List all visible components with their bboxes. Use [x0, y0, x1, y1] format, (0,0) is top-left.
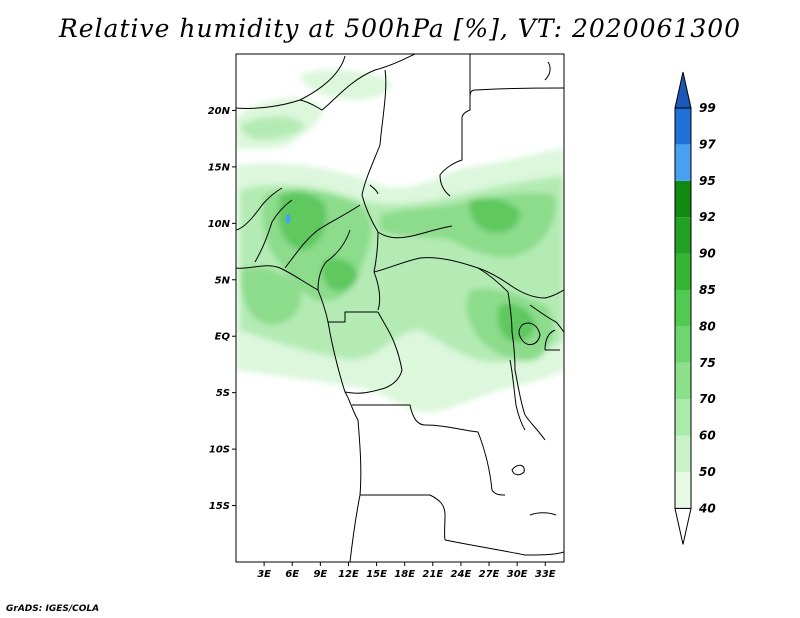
humidity-area-strong: [240, 266, 301, 325]
border: [299, 54, 416, 111]
map-title: Relative humidity at 500hPa [%], VT: 202…: [58, 14, 742, 43]
lat-tick-label: EQ: [215, 332, 231, 343]
colorbar-swatch: [675, 399, 691, 436]
colorbar-swatch: [675, 180, 691, 218]
border: [439, 54, 471, 197]
border: [469, 87, 564, 97]
lon-tick-label: 6E: [285, 569, 299, 580]
lon-tick-label: 15E: [366, 569, 387, 580]
border: [317, 229, 351, 291]
humidity-area-light: [300, 69, 391, 100]
border: [529, 304, 564, 333]
humidity-peak-spot: [285, 214, 291, 224]
border: [284, 204, 361, 269]
lake: [511, 464, 525, 476]
lon-tick-label: 33E: [535, 569, 556, 580]
lon-tick-label: 30E: [507, 569, 528, 580]
border: [377, 311, 403, 371]
colorbar-swatch: [675, 362, 691, 400]
credit-label: GrADS: IGES/COLA: [6, 604, 100, 614]
colorbar-swatch: [675, 217, 691, 254]
border: [477, 267, 564, 299]
lon-tick-label: 21E: [422, 569, 443, 580]
border: [344, 369, 403, 394]
latitude-axis: 20N 15N 10N 5N EQ 5S 10S 15S: [208, 106, 236, 512]
colorbar-arrow-high: [674, 71, 692, 109]
colorbar-label: 80: [699, 319, 716, 333]
border: [254, 199, 293, 263]
colorbar-label: 85: [699, 283, 716, 297]
border: [361, 69, 387, 196]
lat-tick-label: 20N: [208, 106, 231, 117]
map-frame: [235, 53, 565, 563]
coastline: [529, 512, 557, 516]
colorbar-label: 92: [699, 210, 716, 224]
lake: [509, 359, 526, 431]
humidity-area-dark: [322, 258, 358, 292]
lon-tick-label: 9E: [313, 569, 327, 580]
colorbar-swatch: [675, 108, 691, 145]
longitude-axis: 3E 6E 9E 12E 15E 18E 21E 24E 27E 30E 33E: [257, 562, 556, 580]
colorbar: 99 97 95 92 90 85 80 75 70 60 50 40: [674, 71, 716, 545]
humidity-area-dark: [469, 198, 520, 233]
colorbar-label: 75: [699, 356, 716, 370]
colorbar-label: 50: [699, 465, 716, 479]
lon-tick-label: 27E: [479, 569, 500, 580]
lat-tick-label: 15N: [208, 162, 231, 173]
lat-tick-label: 10S: [209, 445, 230, 456]
lon-tick-label: 3E: [257, 569, 271, 580]
colorbar-label: 70: [699, 392, 716, 406]
border: [236, 187, 283, 231]
lon-tick-label: 12E: [338, 569, 359, 580]
border: [544, 329, 560, 351]
colorbar-label: 95: [699, 174, 716, 188]
humidity-area-dark: [278, 191, 327, 250]
colorbar-swatch: [675, 253, 691, 290]
lat-tick-label: 5S: [216, 388, 230, 399]
border: [361, 194, 453, 239]
lake: [369, 184, 379, 195]
colorbar-swatch: [675, 472, 691, 509]
coastline: [544, 61, 551, 81]
border: [328, 311, 378, 323]
coastline: [236, 265, 362, 562]
lat-tick-label: 15S: [209, 501, 230, 512]
humidity-area-medium: [240, 116, 305, 140]
colorbar-swatch: [675, 435, 691, 472]
colorbar-swatch: [675, 290, 691, 327]
border: [514, 369, 546, 441]
border: [444, 539, 564, 556]
colorbar-label: 97: [699, 137, 716, 151]
lon-tick-label: 18E: [394, 569, 415, 580]
border: [360, 494, 446, 541]
lat-tick-label: 10N: [208, 219, 231, 230]
colorbar-label: 90: [699, 247, 716, 261]
lake: [518, 322, 541, 346]
border: [507, 291, 516, 371]
colorbar-label: 40: [698, 501, 716, 515]
colorbar-swatch: [675, 326, 691, 363]
colorbar-label: 60: [699, 429, 716, 443]
colorbar-outline: [674, 107, 692, 509]
colorbar-arrow-low: [674, 507, 692, 545]
humidity-area-dark: [497, 303, 535, 342]
country-borders: [236, 54, 564, 562]
border: [373, 257, 509, 293]
lon-tick-label: 24E: [451, 569, 472, 580]
colorbar-label: 99: [699, 101, 716, 115]
border: [352, 404, 506, 496]
lat-tick-label: 5N: [215, 275, 231, 286]
colorbar-swatch: [675, 144, 691, 181]
